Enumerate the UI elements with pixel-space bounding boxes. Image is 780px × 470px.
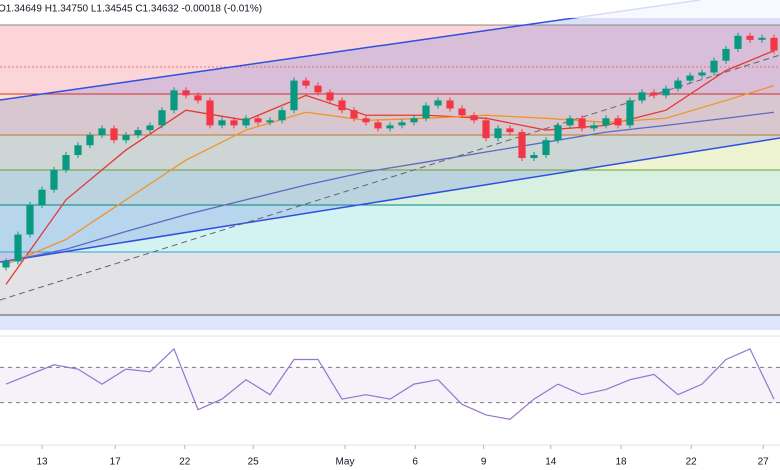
candle-body (194, 95, 202, 101)
candle-body (26, 204, 34, 235)
moving-average (5, 111, 775, 263)
x-tick-label: 14 (545, 457, 557, 468)
candle-body (722, 48, 730, 61)
x-tick-label: 13 (36, 457, 48, 468)
candle-body (758, 37, 766, 40)
candle-body (734, 35, 742, 49)
candle-body (482, 120, 490, 139)
candle-body (254, 118, 262, 123)
candle-body (650, 92, 658, 96)
candle-body (122, 135, 130, 141)
candle-body (38, 189, 46, 205)
candle-body (242, 118, 250, 126)
candle-body (602, 118, 610, 126)
x-tick-label: 9 (481, 457, 487, 468)
band (0, 315, 780, 330)
candle-body (302, 80, 310, 86)
candle-body (614, 118, 622, 126)
candle-body (278, 110, 286, 121)
candle-body (506, 128, 514, 133)
channel-mid (0, 54, 780, 301)
candle-body (530, 154, 538, 159)
candle-body (398, 122, 406, 126)
candle-body (182, 90, 190, 96)
x-tick-label: 25 (248, 457, 260, 468)
candle-body (494, 128, 502, 139)
band (0, 205, 780, 252)
ohlc-header: O1.34649 H1.34750 L1.34545 C1.34632 -0.0… (0, 4, 262, 15)
candle-body (326, 92, 334, 101)
candle-body (74, 145, 82, 155)
candle-body (446, 100, 454, 109)
candle-body (134, 130, 142, 136)
x-tick-label: 17 (110, 457, 122, 468)
candle-body (470, 115, 478, 121)
candle-body (770, 37, 778, 51)
candle-body (578, 118, 586, 129)
rsi-band (0, 367, 780, 403)
candle-body (158, 110, 166, 126)
band (0, 252, 780, 315)
candle-body (218, 120, 226, 126)
candle-body (98, 128, 106, 136)
candle-body (542, 140, 550, 155)
candle-body (518, 132, 526, 159)
header-bg (0, 0, 780, 18)
candle-body (266, 120, 274, 123)
candle-body (686, 75, 694, 81)
x-tick-label: 27 (758, 457, 770, 468)
candle-body (362, 118, 370, 123)
candle-body (146, 125, 154, 131)
x-tick-label: 22 (686, 457, 698, 468)
candle-body (662, 88, 670, 96)
band (0, 135, 780, 170)
candle-body (290, 80, 298, 111)
candle-body (434, 100, 442, 106)
x-tick-label: 22 (179, 457, 191, 468)
band (0, 170, 780, 205)
candle-body (698, 72, 706, 76)
x-axis: 13 17 22 25 May 6 9 14 18 22 27 (36, 445, 769, 468)
candle-body (110, 128, 118, 141)
x-tick-label: 6 (412, 457, 418, 468)
candle-body (386, 125, 394, 129)
candle-body (14, 234, 22, 262)
candle-body (86, 135, 94, 146)
candle-body (170, 90, 178, 111)
fib-lines (0, 24, 780, 316)
candle-body (422, 105, 430, 119)
price-pane (2, 32, 778, 285)
candle-body (206, 100, 214, 126)
candle-body (410, 118, 418, 123)
x-tick-label: May (336, 457, 355, 468)
candle-body (2, 261, 10, 268)
candle-body (710, 60, 718, 73)
fib-bands (0, 25, 780, 330)
candle-body (374, 122, 382, 129)
candle-body (626, 100, 634, 126)
candle-body (458, 108, 466, 116)
rsi-pane (0, 347, 780, 420)
candle-body (674, 80, 682, 89)
rsi-line (5, 347, 775, 420)
candle-body (350, 110, 358, 119)
candle-body (554, 125, 562, 141)
moving-average (5, 49, 775, 285)
candle-body (314, 85, 322, 93)
channel-lower (0, 137, 780, 263)
candle-body (50, 169, 58, 190)
candle-body (338, 100, 346, 111)
candle-body (746, 35, 754, 40)
x-tick-label: 18 (615, 457, 627, 468)
band (0, 25, 780, 94)
candle-body (590, 125, 598, 129)
candle-body (230, 120, 238, 126)
moving-average (5, 84, 775, 266)
candle-body (566, 118, 574, 126)
candle-body (638, 92, 646, 101)
candle-body (62, 154, 70, 170)
